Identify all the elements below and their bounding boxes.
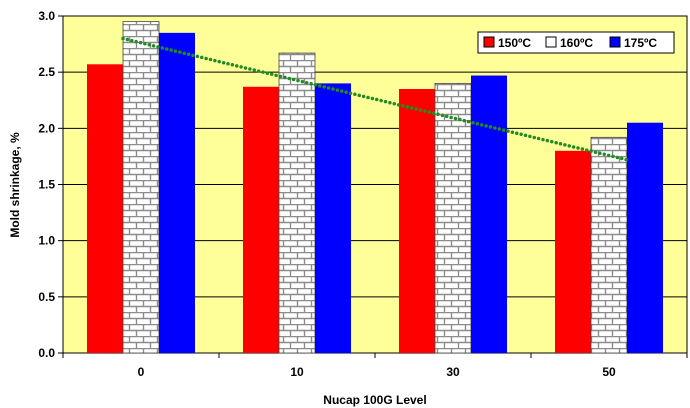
x-tick-label: 50 [602,365,616,379]
legend-label: 175ºC [624,36,657,50]
axes [58,15,688,358]
y-tick-label: 3.0 [38,9,55,23]
x-tick-label: 0 [138,365,145,379]
trendline [121,36,629,162]
bar-160C-0 [122,21,160,354]
bar-175C-30 [471,75,507,353]
y-tick-label: 2.5 [38,65,55,79]
legend-box [477,31,675,54]
x-tick-label: 30 [446,365,460,379]
bar-160C-10 [278,52,316,354]
legend: 150ºC 160ºC 175ºC [477,31,675,54]
bar-160C-50 [590,136,628,354]
bar-160C-30 [434,83,472,354]
bar-150C-30 [399,89,435,354]
bar-175C-0 [159,32,195,353]
legend-label: 160ºC [560,36,593,50]
legend-swatch [483,36,495,48]
bar-150C-10 [243,86,279,354]
bars [87,21,663,354]
bar-150C-50 [555,150,591,353]
x-tick-label: 10 [290,365,304,379]
bar-175C-10 [315,83,351,354]
bar-175C-50 [627,122,663,353]
x-tick-labels: 0 10 30 50 [138,365,616,379]
y-tick-label: 2.0 [38,121,55,135]
y-tick-label: 1.5 [38,178,55,192]
y-tick-label: 1.0 [38,234,55,248]
legend-label: 150ºC [498,36,531,50]
y-tick-labels: 0.0 0.5 1.0 1.5 2.0 2.5 3.0 [38,9,55,360]
legend-swatch [609,36,621,48]
y-tick-label: 0.5 [38,290,55,304]
bar-150C-0 [87,64,123,353]
legend-swatch [545,36,557,48]
x-axis-title: Nucap 100G Level [323,393,426,407]
y-axis-title: Mold shrinkage, % [8,132,22,238]
y-tick-label: 0.0 [38,346,55,360]
trendline-line [121,36,629,162]
